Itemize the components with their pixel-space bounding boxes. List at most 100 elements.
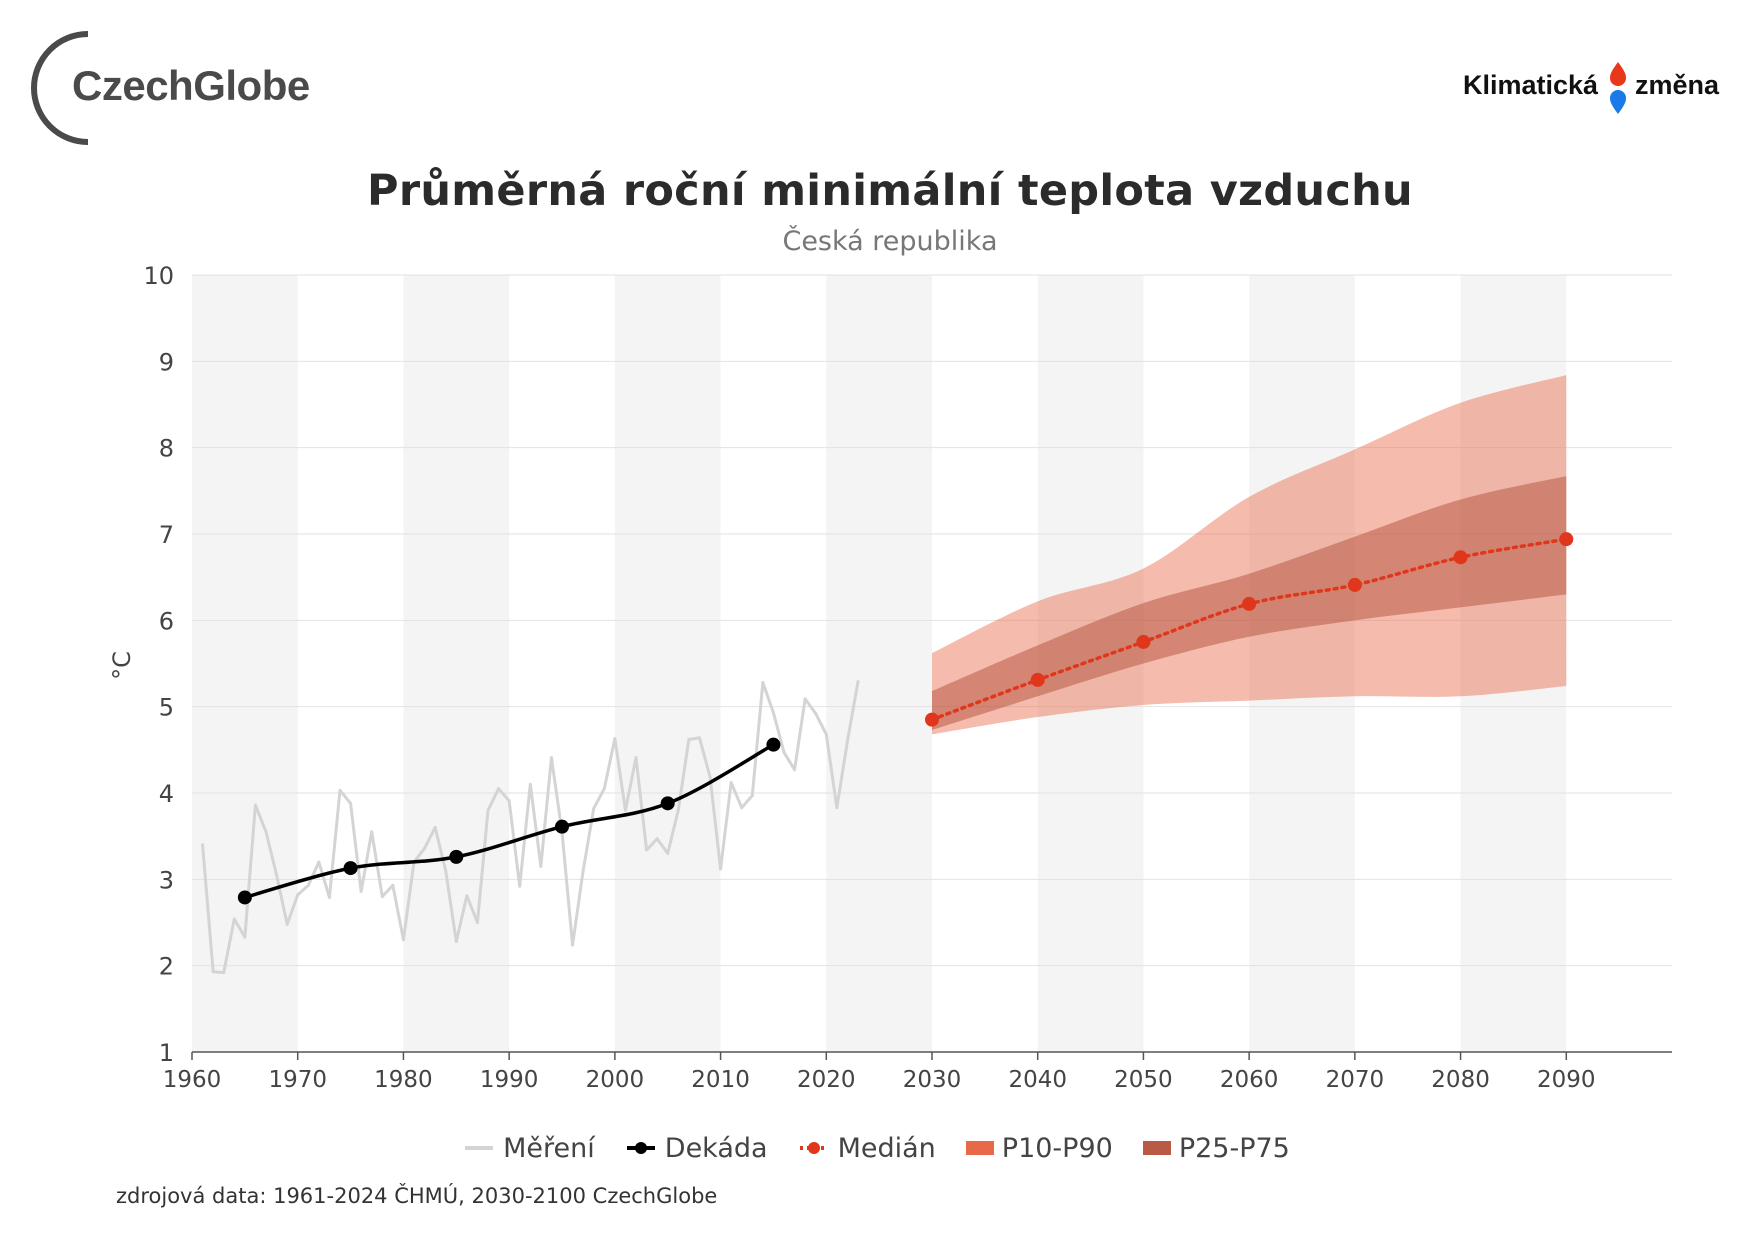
legend-label-dekada: Dekáda [664,1132,768,1164]
mereni-point [518,884,522,888]
legend-item-mereni: Měření [463,1133,595,1164]
mereni-point [327,895,331,899]
chart-subtitle: Česká republika [782,226,998,257]
mereni-point [306,883,310,887]
mereni-point [391,883,395,887]
chart-title: Průměrná roční minimální teplota vzduchu [367,166,1413,216]
y-tick-label: 9 [159,348,174,376]
mereni-point [676,808,680,812]
mereni-point [296,893,300,897]
mereni-point [423,846,427,850]
mereni-point [370,830,374,834]
series-mereni-line [201,680,860,975]
x-tick-label: 2060 [1220,1067,1279,1093]
mereni-point [275,873,279,877]
mereni-point [845,739,849,743]
y-tick-label: 8 [159,435,174,463]
logo-arc-icon [31,31,89,145]
mereni-point [201,843,205,847]
y-tick-label: 3 [159,866,174,894]
y-tick-label: 7 [159,521,174,549]
mereni-point [592,807,596,811]
dekada-point [343,861,358,876]
mereni-point [222,971,226,975]
background-band [614,275,721,1052]
mereni-point [486,808,490,812]
mereni-point [401,938,405,942]
median-point [1030,672,1045,687]
median-point [1453,550,1468,565]
y-tick-label: 6 [159,607,174,635]
x-tick-label: 2020 [797,1067,856,1093]
legend-item-p25-p75: P25-P75 [1142,1133,1290,1164]
mereni-point [539,864,543,868]
legend-label-mereni: Měření [503,1132,595,1164]
red-drop-icon [1610,62,1626,86]
mereni-point [317,860,321,864]
dekada-point [766,737,781,752]
mereni-point [655,837,659,841]
x-tick-label: 1990 [480,1067,539,1093]
mereni-point [623,808,627,812]
mereni-point [803,697,807,701]
mereni-point [211,970,215,974]
legend-label-p10-p90: P10-P90 [1001,1132,1113,1164]
mereni-point [740,806,744,810]
mereni-point [613,737,617,741]
x-tick-label: 1980 [374,1067,433,1093]
mereni-point [232,917,236,921]
mereni-point [814,712,818,716]
mereni-point [602,787,606,791]
zmena-logo-text: změna [1635,70,1720,100]
background-band [1249,275,1355,1052]
series-dekada-line [244,743,775,900]
background-bands [192,275,1567,1052]
mereni-point [856,680,860,684]
y-tick-label: 1 [159,1039,174,1067]
mereni-point [666,851,670,855]
median-point [1242,596,1257,611]
x-tick-label: 1970 [268,1067,327,1093]
mereni-point [782,750,786,754]
median-point [1136,634,1151,649]
blue-drop-icon [1610,90,1626,114]
mereni-point [454,939,458,943]
mereni-point [571,943,575,947]
legend-swatch-p25-p75 [1142,1141,1171,1155]
mereni-point [697,736,701,740]
x-tick-label: 2050 [1114,1067,1173,1093]
czechglobe-logo-text: CzechGlobe [72,62,310,109]
mereni-point [708,775,712,779]
legend-swatch-median [799,1142,828,1154]
x-tick-label: 2070 [1326,1067,1385,1093]
x-tick-label: 1960 [163,1067,222,1093]
y-tick-labels: 1 2 3 4 5 6 7 8 9 10 [143,262,174,1067]
mereni-point [497,787,501,791]
legend-swatch-mereni [465,1146,494,1150]
dekada-point [449,849,464,864]
mereni-point [528,782,532,786]
mereni-point [349,801,353,805]
x-tick-labels: 1960 1970 1980 1990 2000 2010 2020 2030 2040 2050… [163,1067,1596,1093]
legend-item-dekada: Dekáda [625,1133,768,1164]
x-tick-label: 2080 [1431,1067,1490,1093]
gridlines [192,274,1672,967]
y-tick-label: 2 [159,953,174,981]
mereni-point [687,737,691,741]
legend-label-median: Medián [837,1132,936,1164]
mereni-point [750,794,754,798]
mereni-point [729,781,733,785]
czechglobe-logo [31,31,89,145]
mereni-point [634,756,638,760]
mereni-point [359,889,363,893]
x-tick-label: 2030 [903,1067,962,1093]
legend-item-p10-p90: P10-P90 [965,1132,1113,1164]
mereni-point [253,803,257,807]
x-tick-label: 2010 [691,1067,750,1093]
x-tick-label: 2090 [1537,1067,1596,1093]
klimaticka-logo-text: Klimatická [1463,70,1599,100]
axes [191,1051,1672,1060]
mereni-point [243,935,247,939]
